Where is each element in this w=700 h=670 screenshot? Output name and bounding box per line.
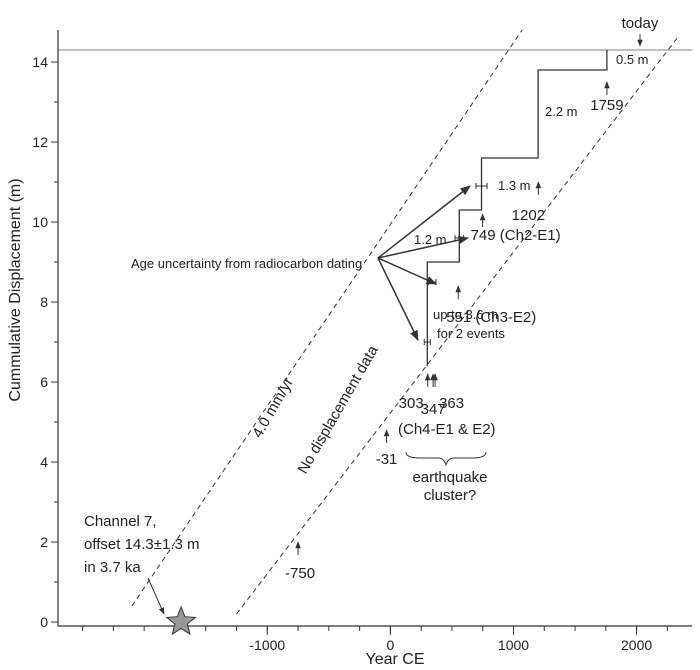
- y-tick-label: 4: [40, 454, 48, 470]
- event-year-label: -750: [285, 565, 315, 582]
- step-label-22: 2.2 m: [545, 104, 578, 119]
- step-label-36-line1: up to 3.6 m: [433, 307, 498, 322]
- channel-arrow: [147, 577, 165, 615]
- y-tick-label: 0: [40, 614, 48, 630]
- rate-band: [131, 29, 678, 615]
- event-year-label: -31: [376, 451, 398, 468]
- event-marker: -750: [285, 541, 315, 582]
- event-marker: 1202: [512, 181, 545, 224]
- event-year-label: 749 (Ch2-E1): [471, 227, 561, 244]
- event-marker: 551 (Ch3-E2): [446, 285, 536, 326]
- channel-label-line1: Channel 7,: [84, 513, 157, 530]
- error-bar: [475, 183, 488, 189]
- event-marker: 363: [432, 373, 464, 412]
- step-label-36-line2: for 2 events: [437, 326, 505, 341]
- channel-label-line2: offset 14.3±1.3 m: [84, 536, 200, 553]
- rate-label: 4.0 mm/yr: [249, 375, 297, 441]
- today-label: today: [622, 15, 659, 32]
- age-uncertainty-arrows: [377, 185, 471, 341]
- y-tick-label: 6: [40, 374, 48, 390]
- x-axis-title: Year CE: [366, 651, 425, 668]
- rate-band-line: [131, 29, 523, 607]
- event-year-label: 1202: [512, 207, 545, 224]
- event-marker: 303: [399, 373, 431, 412]
- y-tick-label: 14: [32, 54, 48, 70]
- y-tick-label: 2: [40, 534, 48, 550]
- y-tick-label: 10: [32, 214, 48, 230]
- channel-label-line3: in 3.7 ka: [84, 559, 141, 576]
- cluster-label-line2: cluster?: [424, 487, 477, 504]
- y-tick-label: 8: [40, 294, 48, 310]
- x-tick-label: 1000: [498, 637, 529, 653]
- x-tick-label: -1000: [249, 637, 285, 653]
- step-label-05: 0.5 m: [616, 52, 649, 67]
- rate-band-line: [236, 37, 678, 615]
- ch4-label: (Ch4-E1 & E2): [398, 421, 496, 438]
- event-year-label: 551 (Ch3-E2): [446, 309, 536, 326]
- cluster-brace: [405, 451, 487, 467]
- x-tick-label: 0: [386, 637, 394, 653]
- event-year-label: 303: [399, 395, 424, 412]
- displacement-step-series: [426, 50, 608, 366]
- event-year-label: 1759: [590, 97, 623, 114]
- y-ticks: 0 2 4 6 8 10 12 14: [32, 54, 58, 630]
- event-year-label: 363: [439, 395, 464, 412]
- x-tick-label: 2000: [621, 637, 652, 653]
- channel-7-star-icon: [165, 605, 197, 636]
- step-label-12: 1.2 m: [414, 232, 447, 247]
- event-year-label: 347: [421, 401, 446, 418]
- y-axis-title: Cummulative Displacement (m): [7, 178, 24, 401]
- step-label-13: 1.3 m: [498, 178, 531, 193]
- event-marker: -31: [376, 429, 398, 468]
- age-uncertainty-label: Age uncertainty from radiocarbon dating: [131, 256, 362, 271]
- event-marker: 1759: [590, 81, 624, 114]
- event-marker: 749 (Ch2-E1): [471, 213, 561, 244]
- x-ticks: -1000 0 1000 2000: [82, 626, 668, 653]
- no-data-label: No displacement data: [294, 342, 382, 477]
- y-tick-label: 12: [32, 134, 48, 150]
- cluster-label-line1: earthquake: [412, 469, 487, 486]
- error-bar: [423, 339, 431, 345]
